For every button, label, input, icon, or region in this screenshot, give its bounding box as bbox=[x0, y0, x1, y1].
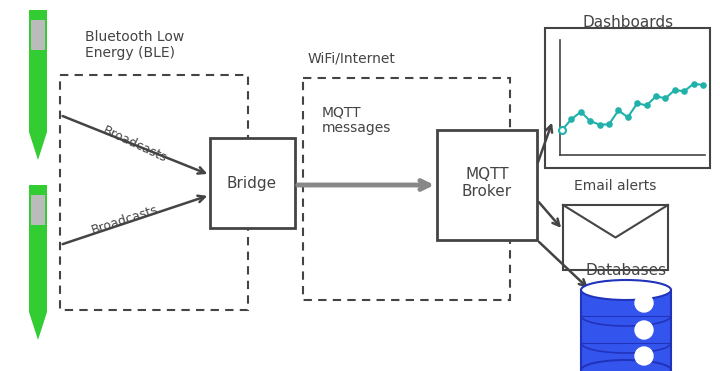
Point bbox=[566, 116, 577, 122]
Point bbox=[641, 102, 652, 108]
Point bbox=[650, 93, 662, 99]
Ellipse shape bbox=[581, 360, 671, 371]
Polygon shape bbox=[31, 20, 45, 50]
Text: MQTT
Broker: MQTT Broker bbox=[462, 167, 512, 199]
Point bbox=[678, 88, 690, 94]
Polygon shape bbox=[563, 205, 668, 270]
Polygon shape bbox=[437, 130, 537, 240]
Point bbox=[631, 101, 643, 106]
Text: Dashboards: Dashboards bbox=[582, 15, 674, 30]
Point bbox=[585, 118, 596, 124]
Polygon shape bbox=[29, 185, 47, 312]
Text: Email alerts: Email alerts bbox=[574, 179, 656, 193]
Point bbox=[594, 122, 606, 128]
Point bbox=[688, 81, 699, 87]
Point bbox=[669, 87, 680, 93]
Text: MQTT
messages: MQTT messages bbox=[322, 105, 392, 135]
Polygon shape bbox=[29, 312, 47, 340]
Polygon shape bbox=[581, 290, 671, 370]
Polygon shape bbox=[29, 10, 47, 132]
Circle shape bbox=[635, 294, 653, 312]
Polygon shape bbox=[31, 195, 45, 225]
Text: Databases: Databases bbox=[585, 263, 667, 278]
Point bbox=[697, 82, 708, 88]
Point bbox=[603, 121, 615, 127]
Text: WiFi/Internet: WiFi/Internet bbox=[308, 51, 396, 65]
Text: Bridge: Bridge bbox=[227, 175, 277, 190]
Point bbox=[622, 114, 634, 120]
Polygon shape bbox=[29, 132, 47, 160]
Text: Bluetooth Low
Energy (BLE): Bluetooth Low Energy (BLE) bbox=[85, 30, 184, 60]
Ellipse shape bbox=[581, 280, 671, 300]
Text: Broadcasts: Broadcasts bbox=[100, 124, 168, 165]
Point bbox=[660, 95, 671, 101]
Point bbox=[613, 108, 624, 114]
Polygon shape bbox=[210, 138, 295, 228]
Text: Broadcasts: Broadcasts bbox=[90, 203, 160, 237]
Circle shape bbox=[635, 347, 653, 365]
Point bbox=[575, 109, 587, 115]
Circle shape bbox=[635, 321, 653, 339]
Polygon shape bbox=[545, 28, 710, 168]
